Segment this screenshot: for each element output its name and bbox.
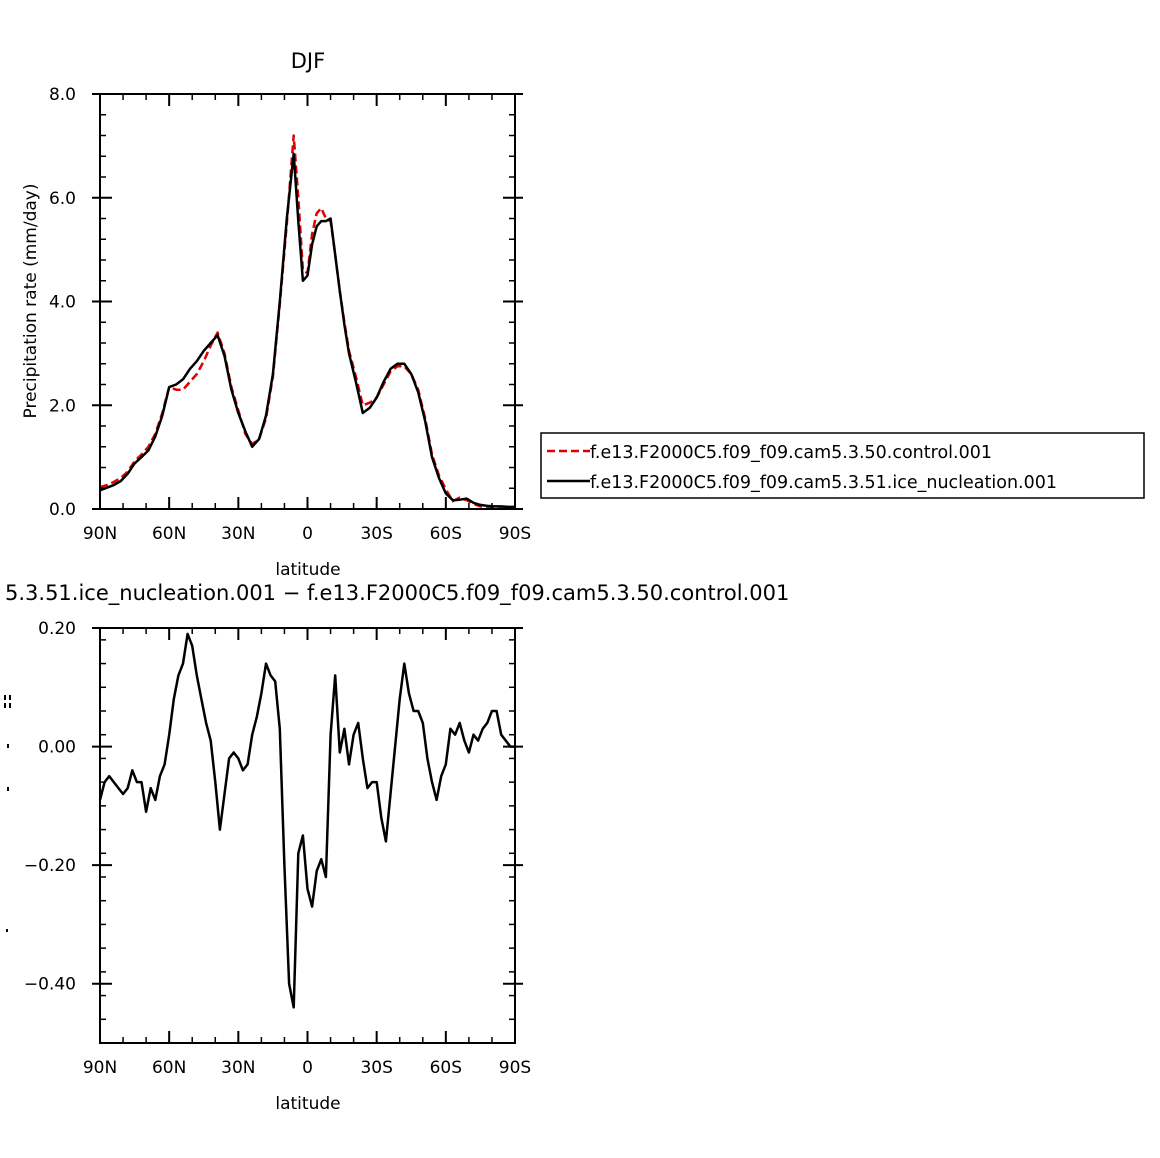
top-y-tick-label: 8.0 <box>49 85 76 105</box>
top-x-axis-label: latitude <box>275 560 340 580</box>
bottom-x-tick-label: 30N <box>221 1058 255 1078</box>
difference-panel: 5.3.51.ice_nucleation.001 − f.e13.F2000C… <box>4 581 789 1114</box>
precipitation-panel: DJF Precipitation rate (mm/day) latitude… <box>21 49 531 580</box>
bottom-y-tick-label: −0.20 <box>24 856 76 876</box>
bottom-x-tick-label: 90N <box>83 1058 117 1078</box>
legend-box <box>540 432 1145 499</box>
bottom-chart-title: 5.3.51.ice_nucleation.001 − f.e13.F2000C… <box>5 581 789 606</box>
top-plot-frame <box>99 93 516 510</box>
top-x-tick-label: 60S <box>430 524 462 544</box>
top-x-tick-label: 0 <box>302 524 313 544</box>
top-y-tick-label: 0.0 <box>49 500 76 520</box>
bottom-x-tick-label: 0 <box>302 1058 313 1078</box>
top-y-axis-label: Precipitation rate (mm/day) <box>21 184 41 419</box>
top-x-tick-label: 30S <box>360 524 392 544</box>
bottom-y-tick-label: 0.20 <box>38 619 76 639</box>
top-chart-title: DJF <box>291 49 325 73</box>
top-series-line-0 <box>99 134 515 510</box>
legend-label-ice-nucleation: f.e13.F2000C5.f09_f09.cam5.3.51.ice_nucl… <box>590 473 1057 493</box>
top-x-tick-label: 90N <box>83 524 117 544</box>
bottom-y-tick-label: 0.00 <box>38 738 76 758</box>
bottom-x-tick-label: 30S <box>360 1058 392 1078</box>
legend-label-control: f.e13.F2000C5.f09_f09.cam5.3.50.control.… <box>590 443 992 463</box>
top-y-tick-label: 4.0 <box>49 293 76 313</box>
bottom-plot-frame <box>99 627 516 1044</box>
top-series-line-1 <box>99 152 515 509</box>
bottom-x-tick-label: 60N <box>152 1058 186 1078</box>
bottom-x-axis-label: latitude <box>275 1094 340 1114</box>
bottom-y-tick-label: −0.40 <box>24 975 76 995</box>
bottom-x-tick-label: 60S <box>430 1058 462 1078</box>
top-y-tick-label: 6.0 <box>49 189 76 209</box>
top-x-tick-label: 90S <box>499 524 531 544</box>
top-x-tick-label: 30N <box>221 524 255 544</box>
bottom-series-line-0 <box>98 632 515 1009</box>
bottom-x-tick-label: 90S <box>499 1058 531 1078</box>
top-y-tick-label: 2.0 <box>49 396 76 416</box>
legend: f.e13.F2000C5.f09_f09.cam5.3.50.control.… <box>540 432 1145 499</box>
top-x-tick-label: 60N <box>152 524 186 544</box>
bottom-y-label-remnant <box>4 695 11 932</box>
